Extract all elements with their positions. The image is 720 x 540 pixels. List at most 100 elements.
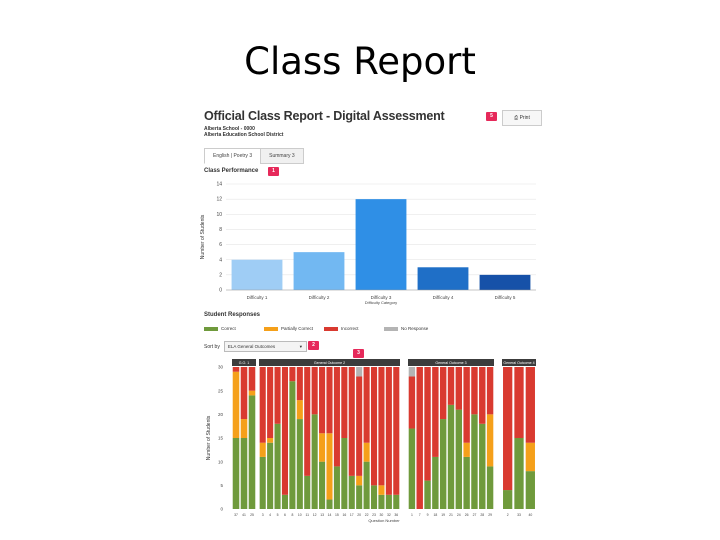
response-bar-segment — [296, 419, 303, 509]
report-screenshot: Official Class Report - Digital Assessme… — [196, 100, 548, 530]
y-tick-label: 0 — [220, 507, 223, 512]
response-bar-segment — [525, 367, 535, 443]
print-label: Print — [519, 115, 530, 121]
x-tick-label: 12 — [313, 513, 317, 517]
response-bar-segment — [267, 367, 274, 438]
response-bar-segment — [267, 438, 274, 443]
annotation-badge-3: 3 — [353, 349, 364, 358]
response-bar-segment — [296, 400, 303, 420]
response-bar-segment — [432, 456, 439, 509]
response-bar-segment — [319, 433, 326, 462]
x-tick-label: 36 — [394, 513, 398, 517]
response-bar-segment — [356, 376, 363, 476]
response-bar-segment — [370, 367, 378, 486]
response-bar-segment — [424, 367, 431, 481]
response-bar-segment — [281, 367, 289, 495]
print-button[interactable]: ⎙ Print — [502, 110, 542, 126]
sort-value: ELA General Outcomes — [227, 344, 276, 349]
response-bar-segment — [274, 423, 281, 509]
sort-dropdown[interactable]: ELA General Outcomes ▼ — [223, 341, 307, 352]
x-axis-label: Difficulty Category — [365, 300, 397, 305]
response-bar-segment — [378, 367, 385, 486]
response-bar-segment — [463, 456, 470, 509]
x-tick-label: 3 — [262, 513, 264, 517]
y-tick-label: 2 — [219, 272, 222, 278]
response-bar-segment — [455, 367, 463, 410]
response-bar-segment — [232, 438, 240, 509]
legend-no-response: No Response — [384, 326, 444, 331]
x-tick-label: 23 — [372, 513, 376, 517]
response-bar-segment — [463, 442, 470, 457]
response-bar-segment — [439, 419, 447, 509]
x-tick-label: 22 — [365, 513, 369, 517]
response-bar-segment — [356, 475, 363, 486]
response-bar-segment — [479, 423, 486, 509]
x-tick-label: 14 — [328, 513, 332, 517]
x-tick-label: 13 — [320, 513, 324, 517]
class-performance-heading: Class Performance — [204, 168, 259, 174]
y-tick-label: 10 — [216, 212, 222, 218]
response-bar-segment — [311, 367, 318, 415]
response-bar-segment — [503, 490, 513, 509]
tab-english-poetry[interactable]: English | Poetry 3 — [204, 148, 262, 164]
legend-correct: Correct — [204, 326, 264, 331]
response-bar-segment — [348, 475, 355, 509]
x-tick-label: 25 — [250, 513, 254, 517]
y-axis-label: Number of Students — [206, 415, 212, 460]
response-bar-segment — [393, 367, 400, 495]
response-bar-segment — [385, 367, 392, 495]
legend-incorrect: Incorrect — [324, 326, 384, 331]
response-bar-segment — [463, 367, 470, 443]
response-bar-segment — [356, 485, 363, 509]
response-bar-segment — [514, 438, 524, 509]
x-tick-label: 17 — [350, 513, 354, 517]
response-bar-segment — [248, 367, 256, 391]
response-bar-segment — [408, 367, 416, 377]
response-bar-segment — [311, 414, 318, 509]
response-bar-segment — [333, 367, 340, 467]
y-tick-label: 15 — [218, 436, 224, 441]
response-bar-segment — [289, 381, 296, 509]
response-bar-segment — [259, 367, 266, 443]
response-bar-segment — [248, 395, 256, 509]
response-bar-segment — [281, 494, 289, 509]
response-bar-segment — [408, 428, 416, 509]
x-tick-label: Difficulty 1 — [247, 295, 268, 300]
x-tick-label: 28 — [480, 513, 484, 517]
response-bar-segment — [363, 367, 370, 443]
y-tick-label: 14 — [216, 182, 222, 188]
responses-legend: Correct Partially Correct Incorrect No R… — [204, 326, 444, 331]
x-tick-label: 6 — [284, 513, 286, 517]
y-tick-label: 5 — [220, 483, 223, 488]
x-tick-label: 41 — [242, 513, 246, 517]
performance-bar — [293, 252, 345, 290]
x-tick-label: 4 — [269, 513, 271, 517]
response-bar-segment — [274, 367, 281, 424]
response-bar-segment — [525, 442, 535, 472]
legend-partially-correct: Partially Correct — [264, 326, 324, 331]
slide-title: Class Report — [244, 40, 476, 83]
y-tick-label: 6 — [219, 242, 222, 248]
response-bar-segment — [240, 419, 248, 438]
y-axis-label: Number of Students — [200, 214, 206, 259]
response-bar-segment — [363, 461, 370, 509]
outcome-header-label: General Outcome 3 — [435, 361, 466, 365]
response-bar-segment — [267, 442, 274, 509]
x-tick-label: 20 — [357, 513, 361, 517]
outcome-header-label: G.O. 1 — [239, 361, 250, 365]
response-bar-segment — [289, 367, 296, 382]
outcome-header — [259, 359, 400, 366]
x-tick-label: 19 — [441, 513, 445, 517]
outcome-header — [408, 359, 494, 366]
response-bar-segment — [378, 494, 385, 509]
response-bar-segment — [319, 461, 326, 509]
response-bar-segment — [514, 367, 524, 438]
x-tick-label: 18 — [433, 513, 437, 517]
x-tick-label: 24 — [457, 513, 461, 517]
x-tick-label: 10 — [298, 513, 302, 517]
x-tick-label: 26 — [465, 513, 469, 517]
tab-summary[interactable]: Summary 3 — [260, 148, 304, 164]
x-tick-label: 29 — [488, 513, 492, 517]
printer-icon: ⎙ — [514, 115, 519, 121]
response-bar-segment — [447, 367, 455, 405]
